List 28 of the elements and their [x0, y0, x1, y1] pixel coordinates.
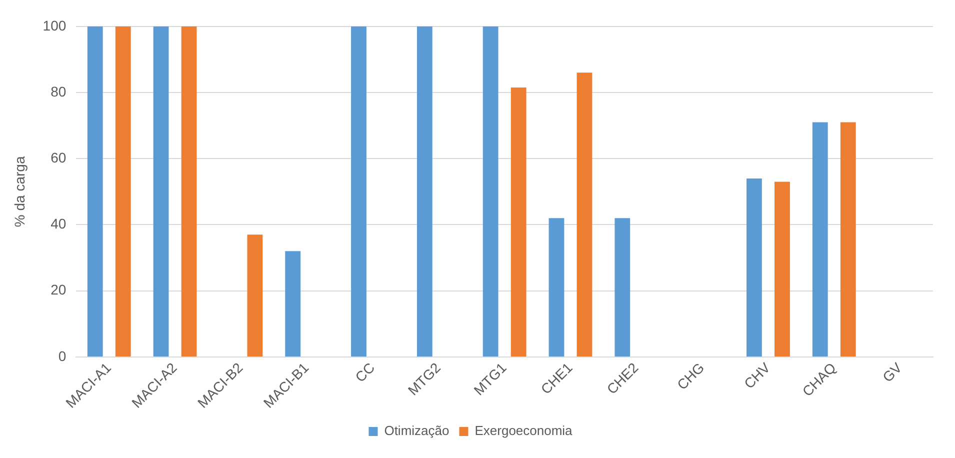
y-tick-label: 40 — [50, 216, 66, 232]
y-tick-label: 0 — [58, 348, 66, 364]
bar — [576, 72, 592, 356]
bar — [510, 88, 526, 356]
bar — [115, 26, 131, 356]
y-tick-label: 80 — [50, 83, 66, 100]
y-tick-label: 20 — [50, 282, 66, 298]
bar — [482, 26, 498, 356]
x-tick-label: CC — [352, 359, 378, 386]
bar — [548, 218, 564, 356]
bar — [351, 26, 366, 356]
bar — [247, 234, 263, 356]
bar — [774, 182, 790, 356]
legend-label: Exergoeconomia — [474, 423, 574, 438]
bar — [746, 178, 762, 356]
bar — [181, 26, 197, 356]
bar — [87, 26, 103, 356]
y-tick-label: 60 — [50, 149, 66, 166]
bar — [840, 122, 856, 356]
y-axis-title: % da carga — [11, 156, 28, 228]
bar — [153, 26, 169, 356]
bar — [614, 218, 630, 356]
bar — [812, 122, 828, 356]
legend-label: Otimização — [384, 423, 450, 438]
y-tick-label: 100 — [42, 17, 66, 34]
bar — [285, 251, 301, 356]
x-tick-label: GV — [879, 358, 906, 386]
bar — [416, 26, 432, 356]
